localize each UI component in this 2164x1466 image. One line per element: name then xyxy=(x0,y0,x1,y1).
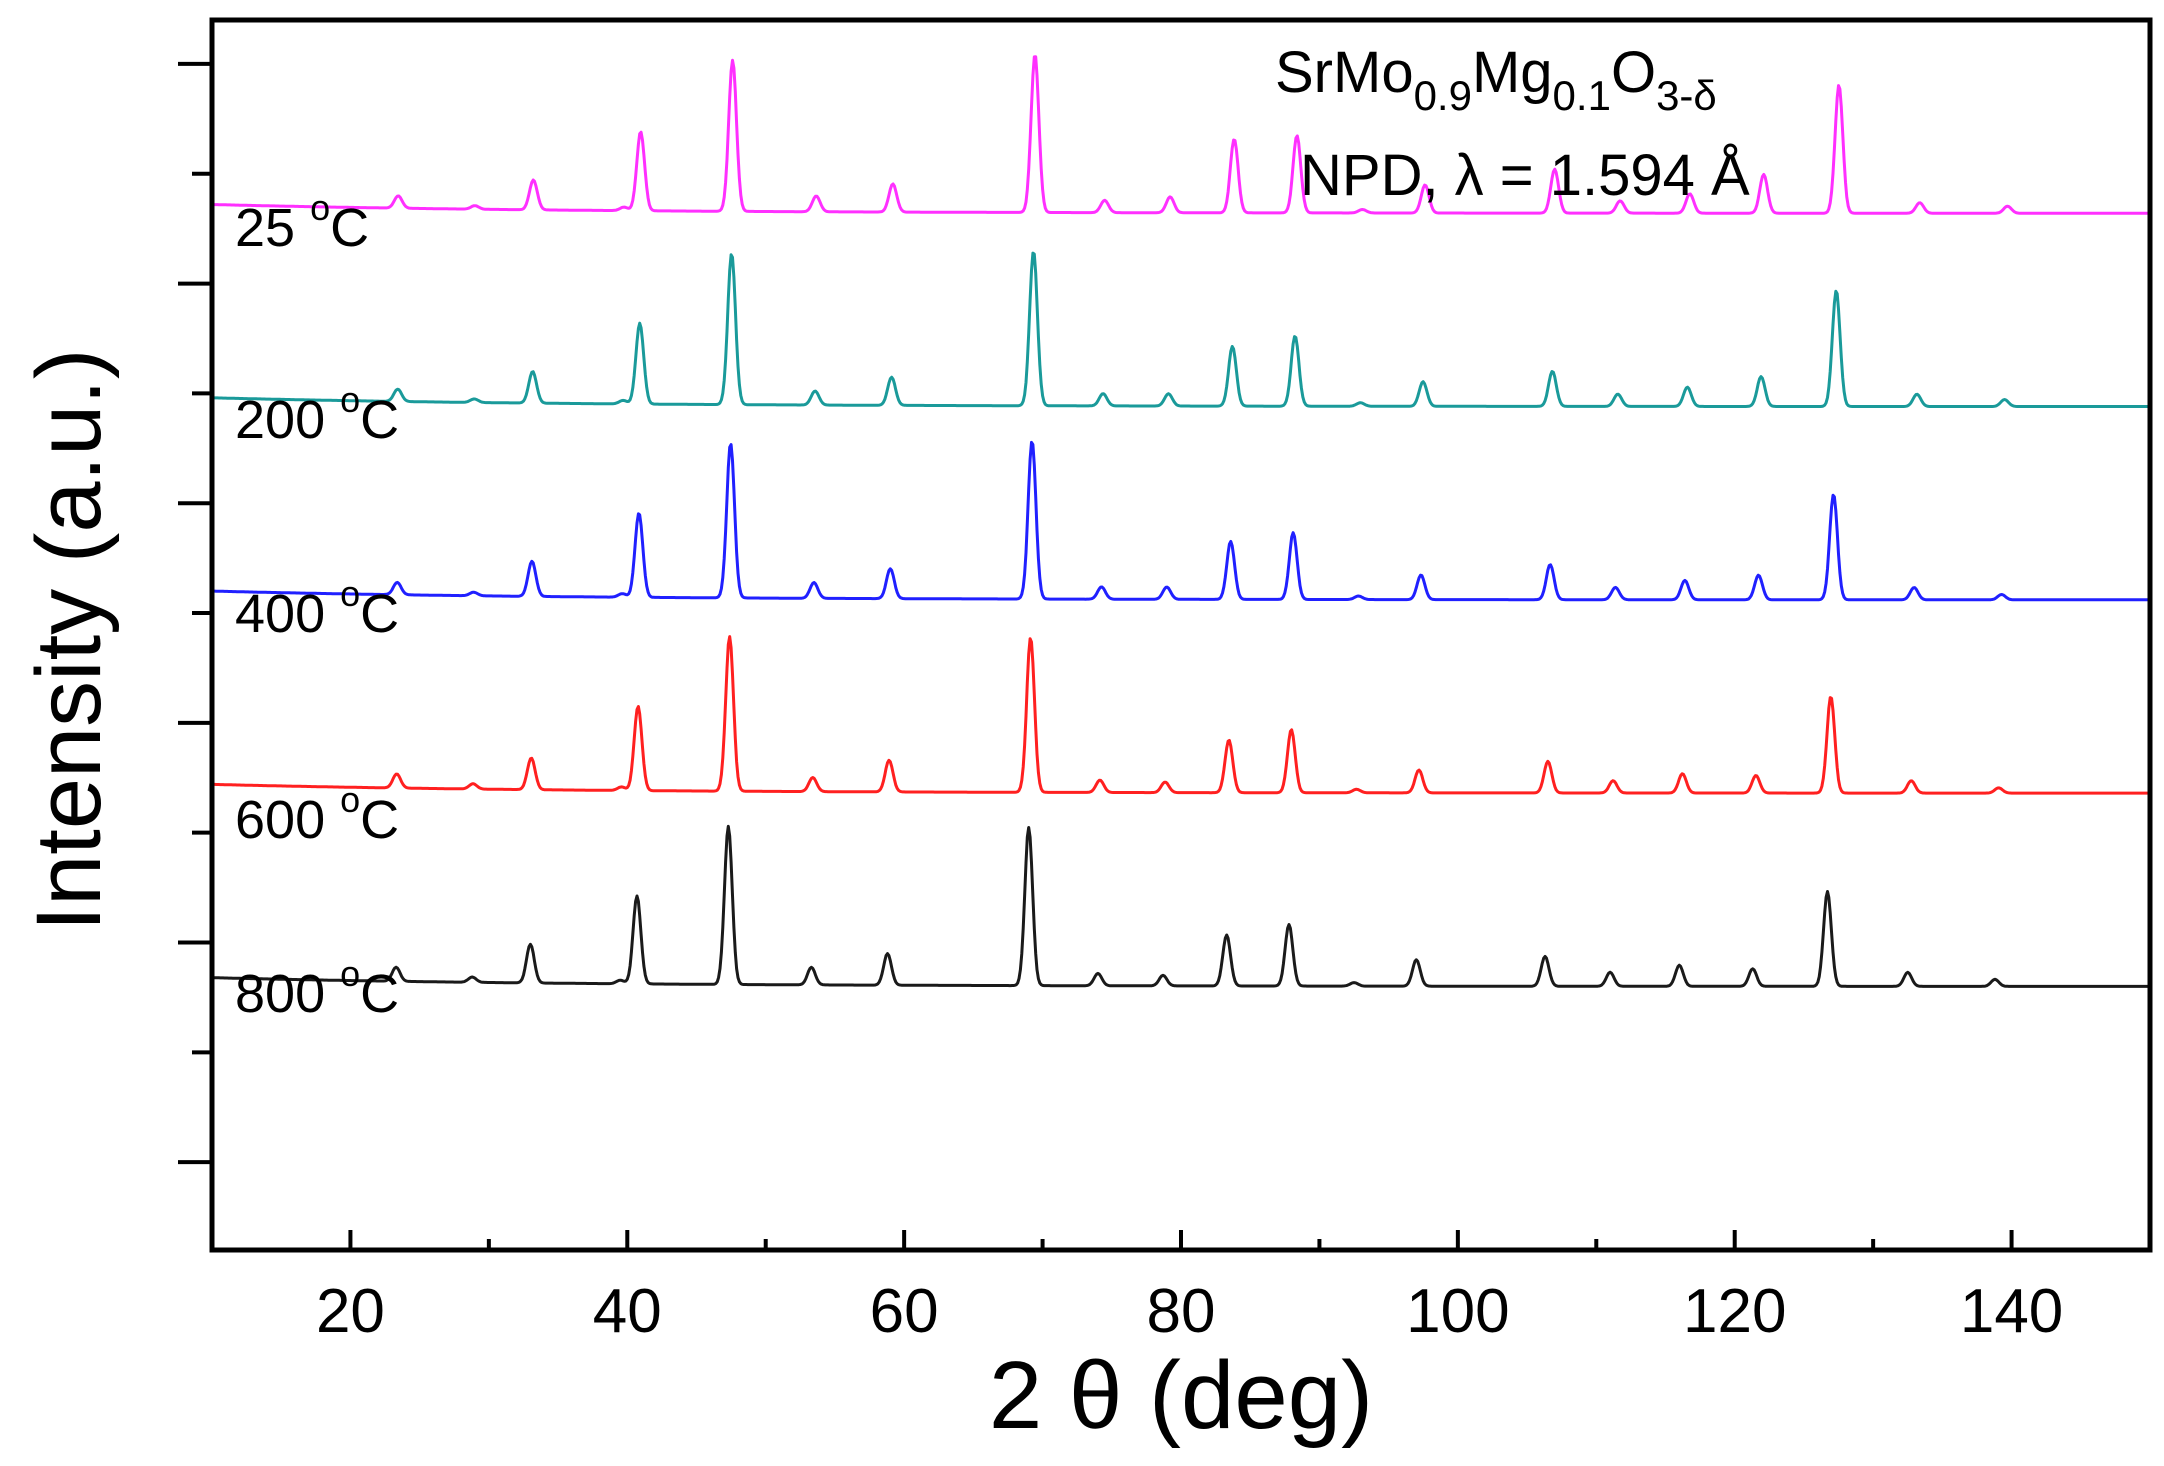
x-axis-title: 2 θ (deg) xyxy=(989,1342,1373,1449)
x-tick-label: 40 xyxy=(593,1277,662,1346)
label-25c: 25 oC xyxy=(235,187,369,258)
y-axis-title: Intensity (a.u.) xyxy=(18,349,120,932)
series-line-200c xyxy=(211,251,2151,408)
series-line-800c xyxy=(211,824,2151,988)
series-group xyxy=(211,55,2151,988)
x-tick-label: 60 xyxy=(870,1277,939,1346)
label-400c: 400 oC xyxy=(235,573,399,644)
label-600c: 600 oC xyxy=(235,779,399,850)
plot-frame xyxy=(209,17,2153,1253)
x-tick-label: 100 xyxy=(1406,1277,1509,1346)
x-tick-label: 20 xyxy=(316,1277,385,1346)
label-200c: 200 oC xyxy=(235,379,399,450)
label-800c: 800 oC xyxy=(235,953,399,1024)
series-line-25c xyxy=(211,55,2151,215)
tick-group: 20 40 60 80 100 120 140 xyxy=(178,61,2152,1346)
compound-formula: SrMo0.9Mg0.1O3-δ xyxy=(1275,40,1717,119)
series-line-600c xyxy=(211,635,2151,795)
x-tick-label: 120 xyxy=(1683,1277,1786,1346)
series-line-400c xyxy=(211,440,2151,602)
npd-wavelength-annotation: NPD, λ = 1.594 Å xyxy=(1300,143,1750,208)
x-tick-label: 80 xyxy=(1147,1277,1216,1346)
x-tick-label: 140 xyxy=(1960,1277,2063,1346)
